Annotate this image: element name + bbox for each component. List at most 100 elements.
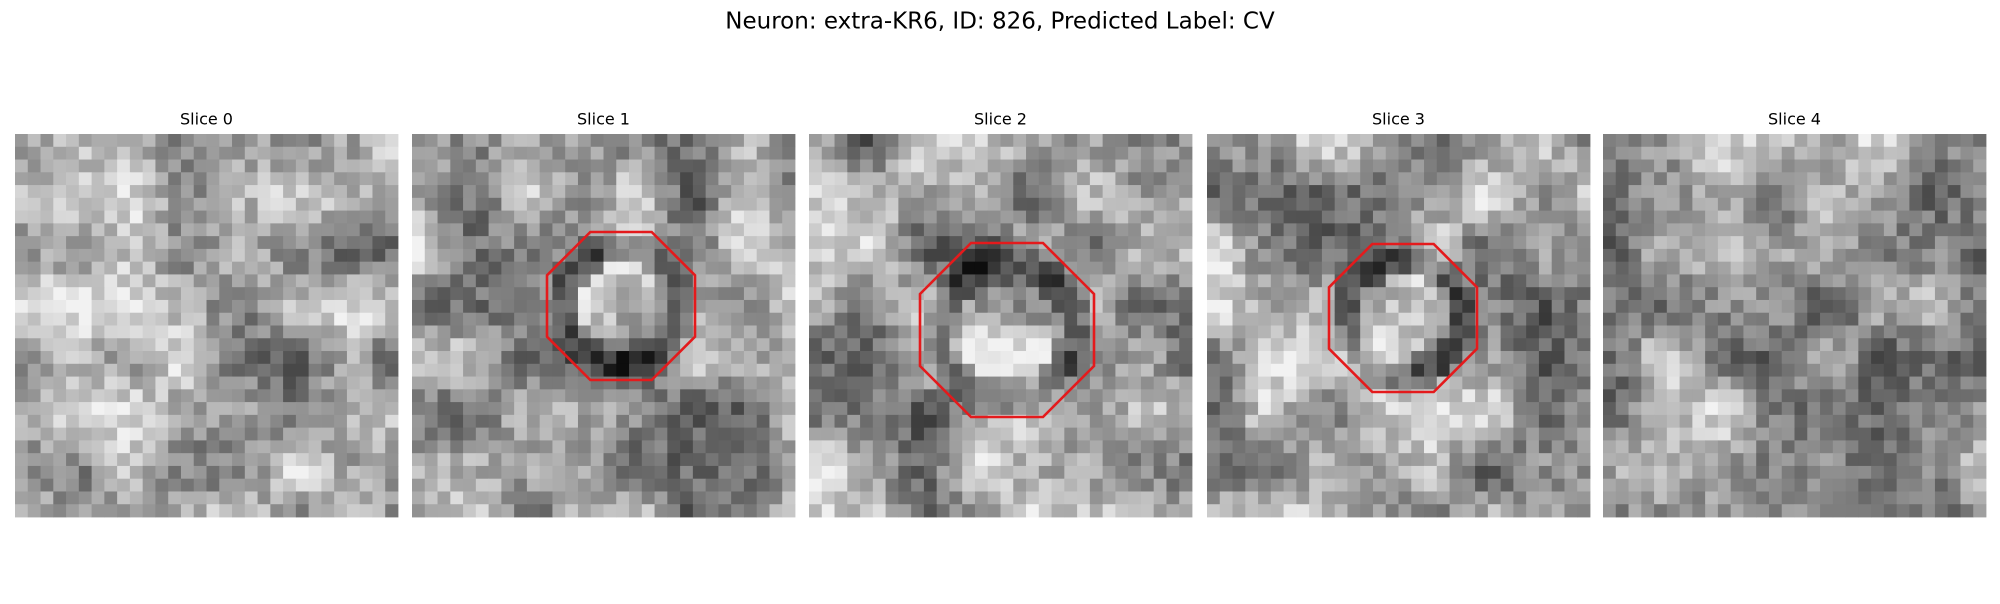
- pixel: [1128, 185, 1142, 199]
- pixel: [1207, 261, 1221, 275]
- pixel: [1038, 363, 1052, 377]
- pixel: [1000, 185, 1014, 199]
- pixel: [295, 223, 310, 237]
- pixel: [1102, 389, 1116, 403]
- pixel: [809, 312, 823, 326]
- pixel: [641, 299, 655, 314]
- pixel: [295, 465, 310, 480]
- pixel: [1398, 274, 1412, 288]
- pixel: [1296, 414, 1310, 429]
- pixel: [117, 223, 131, 237]
- pixel: [1960, 312, 1974, 326]
- pixel: [1538, 504, 1553, 518]
- pixel: [1934, 287, 1949, 301]
- pixel: [1411, 248, 1425, 263]
- pixel: [705, 465, 719, 480]
- pixel: [1909, 338, 1923, 352]
- pixel: [603, 402, 617, 416]
- pixel: [962, 210, 976, 224]
- pixel: [847, 248, 861, 263]
- pixel: [667, 453, 681, 467]
- pixel: [1051, 146, 1065, 160]
- pixel: [1089, 363, 1104, 377]
- pixel: [987, 223, 1001, 237]
- pixel: [1334, 312, 1348, 326]
- pixel: [1283, 465, 1297, 480]
- pixel: [1013, 338, 1027, 352]
- pixel: [923, 210, 938, 224]
- pixel: [1232, 491, 1246, 505]
- pixel: [1475, 299, 1489, 314]
- pixel: [53, 299, 67, 314]
- pixel: [705, 248, 719, 263]
- pixel: [359, 414, 373, 429]
- pixel: [552, 134, 566, 148]
- pixel: [155, 197, 169, 211]
- pixel: [372, 427, 386, 441]
- pixel: [1743, 465, 1757, 480]
- pixel: [488, 248, 502, 263]
- pixel: [359, 351, 373, 365]
- pixel: [756, 351, 770, 365]
- pixel: [680, 389, 694, 403]
- pixel: [514, 427, 528, 441]
- pixel: [1115, 504, 1129, 518]
- pixel: [1551, 453, 1565, 467]
- pixel: [1424, 172, 1438, 186]
- pixel: [244, 338, 258, 352]
- pixel: [1398, 248, 1412, 263]
- pixel: [1500, 453, 1514, 467]
- pixel: [1730, 236, 1744, 250]
- pixel: [1013, 453, 1027, 467]
- pixel: [1026, 504, 1040, 518]
- pixel: [616, 338, 630, 352]
- pixel: [1845, 440, 1859, 454]
- pixel: [219, 248, 233, 263]
- pixel: [1372, 197, 1387, 211]
- pixel: [450, 248, 464, 263]
- pixel: [1743, 338, 1757, 352]
- pixel: [603, 389, 617, 403]
- pixel: [692, 185, 707, 199]
- pixel: [78, 376, 92, 390]
- pixel: [346, 325, 361, 339]
- pixel: [1500, 351, 1514, 365]
- pixel: [1564, 248, 1578, 263]
- pixel: [1756, 312, 1770, 326]
- pixel: [834, 478, 848, 492]
- pixel: [463, 465, 477, 480]
- pixel: [1858, 465, 1872, 480]
- pixel: [1666, 185, 1680, 199]
- pixel: [1947, 248, 1961, 263]
- pixel: [15, 478, 29, 492]
- pixel: [552, 159, 566, 173]
- pixel: [680, 185, 694, 199]
- pixel: [283, 478, 297, 492]
- pixel: [1654, 351, 1668, 365]
- pixel: [936, 465, 950, 480]
- pixel: [1934, 440, 1949, 454]
- pixel: [1922, 159, 1936, 173]
- pixel: [1730, 312, 1744, 326]
- pixel: [1934, 478, 1949, 492]
- pixel: [526, 299, 541, 314]
- pixel: [718, 491, 732, 505]
- pixel: [1179, 414, 1193, 429]
- pixel: [987, 197, 1001, 211]
- pixel: [1896, 210, 1910, 224]
- pixel: [641, 261, 655, 275]
- pixel: [1102, 338, 1116, 352]
- pixel: [104, 363, 118, 377]
- pixel: [1219, 440, 1233, 454]
- pixel: [219, 172, 233, 186]
- pixel: [1270, 210, 1284, 224]
- pixel: [1603, 414, 1617, 429]
- pixel: [244, 236, 258, 250]
- pixel: [1807, 453, 1821, 467]
- pixel: [1513, 402, 1527, 416]
- pixel: [1538, 363, 1553, 377]
- pixel: [206, 427, 220, 441]
- pixel: [1679, 248, 1693, 263]
- pixel: [1794, 287, 1808, 301]
- pixel: [1270, 312, 1284, 326]
